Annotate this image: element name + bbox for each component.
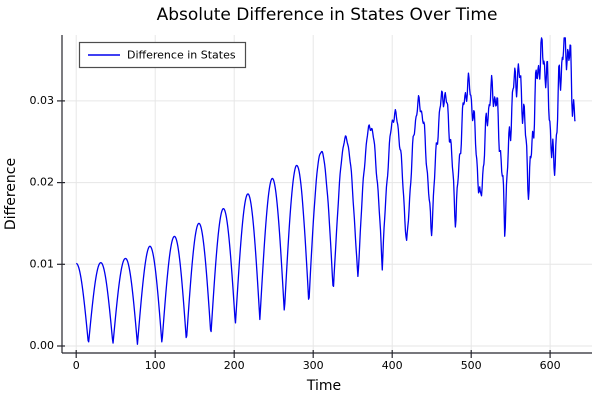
legend-label: Difference in States xyxy=(127,49,236,62)
chart-title: Absolute Difference in States Over Time xyxy=(157,5,498,25)
y-tick-label: 0.01 xyxy=(30,257,55,270)
x-tick-label: 600 xyxy=(540,359,561,372)
y-axis-label: Difference xyxy=(3,158,19,230)
y-tick-label: 0.00 xyxy=(30,339,55,352)
x-tick-label: 400 xyxy=(382,359,403,372)
x-tick-label: 0 xyxy=(73,359,80,372)
x-tick-label: 100 xyxy=(145,359,166,372)
series-line xyxy=(75,37,576,345)
y-tick-label: 0.03 xyxy=(30,94,55,107)
x-tick-label: 300 xyxy=(303,359,324,372)
x-tick-label: 500 xyxy=(461,359,482,372)
x-axis-label: Time xyxy=(306,378,341,394)
plot-area: 0 100 200 300 400 500 600 0.00 0.01 0.02 0.03 Diffe… xyxy=(30,35,592,372)
x-tick-label: 200 xyxy=(224,359,245,372)
y-tick-label: 0.02 xyxy=(30,176,55,189)
